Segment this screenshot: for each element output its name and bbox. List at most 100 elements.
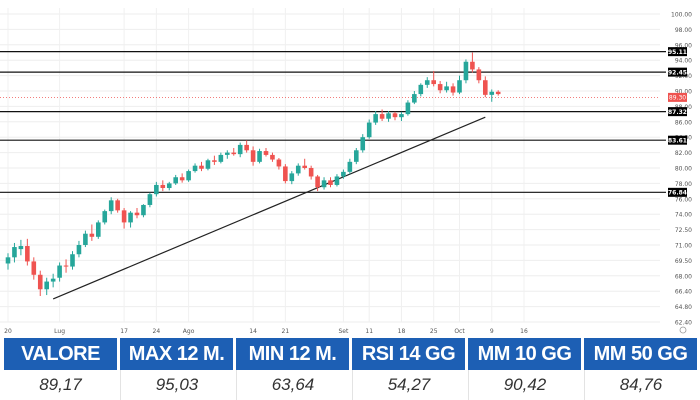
y-tick-label: 64.80 xyxy=(675,304,692,311)
candle-body xyxy=(57,265,62,278)
candle-body xyxy=(444,86,449,91)
candle-body xyxy=(315,176,320,188)
candle-body xyxy=(437,84,443,91)
candle-body xyxy=(244,144,249,151)
y-tick-label: 98.00 xyxy=(675,27,692,34)
x-tick-label: 17 xyxy=(120,328,128,335)
candle-body xyxy=(341,171,346,177)
y-tick-label: 62.40 xyxy=(675,320,692,327)
candle-body xyxy=(12,247,17,258)
candle-body xyxy=(476,69,482,81)
candle-body xyxy=(237,144,243,155)
y-tick-label: 72.50 xyxy=(675,227,692,234)
candle-body xyxy=(495,91,501,95)
candle-body xyxy=(308,168,314,177)
candle-body xyxy=(354,150,359,162)
settings-icon xyxy=(679,326,687,334)
candle-body xyxy=(412,94,417,103)
y-tick-label: 76.00 xyxy=(675,196,692,203)
candle-body xyxy=(76,245,82,255)
candle-body xyxy=(63,265,69,267)
x-tick-label: 16 xyxy=(520,328,528,335)
stat-min-12m: MIN 12 M. 63,64 xyxy=(236,338,349,400)
stat-label: MIN 12 M. xyxy=(236,338,349,370)
candle-body xyxy=(160,184,166,189)
stat-value: 95,03 xyxy=(120,370,233,400)
y-tick-label: 78.00 xyxy=(675,181,692,188)
candle-body xyxy=(360,137,366,151)
candle-body xyxy=(450,86,456,93)
y-tick-label: 66.40 xyxy=(675,289,692,296)
candle-body xyxy=(192,165,198,172)
price-badge xyxy=(668,92,687,102)
stat-max-12m: MAX 12 M. 95,03 xyxy=(120,338,233,400)
candle-body xyxy=(102,211,108,223)
x-tick-label: Lug xyxy=(54,328,65,335)
candle-body xyxy=(270,154,275,160)
candle-body xyxy=(250,150,256,162)
candle-body xyxy=(31,261,37,275)
x-tick-label: 24 xyxy=(153,328,161,335)
candle-body xyxy=(366,122,372,138)
y-tick-label: 68.00 xyxy=(675,273,692,280)
candle-body xyxy=(115,200,120,211)
level-badge-label: 95.11 xyxy=(668,49,687,56)
stat-label: MM 10 GG xyxy=(468,338,581,370)
candle-body xyxy=(83,233,88,245)
stat-label: VALORE xyxy=(4,338,117,370)
candle-body xyxy=(295,165,301,174)
candle-body xyxy=(173,177,178,184)
y-tick-label: 80.00 xyxy=(675,166,692,173)
candle-body xyxy=(392,113,398,118)
candle-body xyxy=(483,80,488,95)
candle-body xyxy=(463,61,469,81)
candle-body xyxy=(166,183,172,189)
candle-body xyxy=(457,80,462,93)
stat-label: MAX 12 M. xyxy=(120,338,233,370)
candle-body xyxy=(470,61,475,70)
stat-mm-10: MM 10 GG 90,42 xyxy=(468,338,581,400)
candle-body xyxy=(225,152,230,155)
y-tick-label: 100.00 xyxy=(671,12,692,19)
level-badge-label: 76.84 xyxy=(668,190,687,197)
x-tick-label: 11 xyxy=(365,328,373,335)
candle-body xyxy=(347,161,353,172)
candle-body xyxy=(431,80,436,85)
stat-value: 84,76 xyxy=(584,370,697,400)
stat-label: MM 50 GG xyxy=(584,338,697,370)
level-badge xyxy=(668,135,687,145)
candle-body xyxy=(179,177,185,181)
level-badge xyxy=(668,107,687,117)
candle-body xyxy=(373,114,378,123)
candle-body xyxy=(154,184,159,195)
y-tick-label: 71.00 xyxy=(675,243,692,250)
candle-body xyxy=(50,278,56,282)
x-tick-label: 25 xyxy=(430,328,438,335)
candle-body xyxy=(263,151,269,155)
candle-body xyxy=(321,180,327,188)
candle-body xyxy=(489,91,495,95)
stats-table: VALORE 89,17 MAX 12 M. 95,03 MIN 12 M. 6… xyxy=(4,338,697,400)
candle-body xyxy=(424,80,430,85)
candle-body xyxy=(70,254,75,267)
stat-value: 63,64 xyxy=(236,370,349,400)
y-tick-label: 69.50 xyxy=(675,258,692,265)
level-badge-label: 87.32 xyxy=(668,109,687,116)
candle-body xyxy=(186,171,191,181)
level-badge-label: 83.61 xyxy=(668,138,687,145)
y-tick-label: 96.00 xyxy=(675,42,692,49)
candle-body xyxy=(334,176,340,185)
candle-body xyxy=(405,102,411,115)
y-tick-label: 74.00 xyxy=(675,212,692,219)
level-badge-label: 92.45 xyxy=(668,69,687,76)
candle-body xyxy=(399,114,404,118)
x-tick-label: Oct xyxy=(454,328,465,335)
x-tick-label: 20 xyxy=(4,328,12,335)
candle-body xyxy=(108,200,114,212)
stat-value: 89,17 xyxy=(39,375,82,394)
candle-body xyxy=(386,113,391,119)
y-tick-label: 94.00 xyxy=(675,58,692,65)
candle-body xyxy=(302,165,307,168)
candle-body xyxy=(328,180,333,185)
stat-value: 54,27 xyxy=(352,370,465,400)
